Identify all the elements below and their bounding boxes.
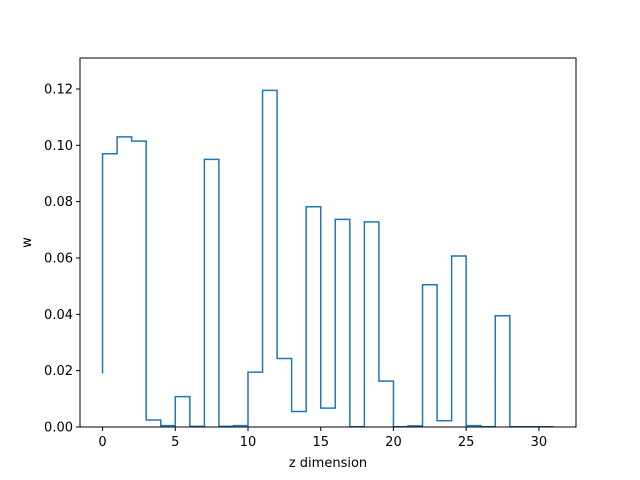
x-tick-label: 30	[531, 435, 548, 450]
y-axis: 0.00 0.02 0.04 0.06 0.08 0.10 0.12	[44, 82, 80, 436]
axes-frame	[79, 57, 577, 428]
series-step-line-0	[101, 89, 554, 428]
x-axis-label: z dimension	[289, 456, 367, 471]
x-tick-label: 0	[98, 435, 106, 450]
plot-area	[101, 89, 554, 428]
y-tick-label: 0.04	[44, 308, 73, 323]
x-tick-label: 15	[312, 435, 329, 450]
x-tick-label: 25	[458, 435, 475, 450]
y-tick-label: 0.12	[44, 82, 73, 97]
x-tick-label: 20	[385, 435, 402, 450]
y-tick-label: 0.10	[44, 139, 73, 154]
y-tick-label: 0.08	[44, 195, 73, 210]
x-tick-label: 5	[171, 435, 179, 450]
x-axis: 0 5 10 15 20 25 30	[98, 427, 547, 450]
y-tick-label: 0.00	[44, 421, 73, 436]
y-tick-label: 0.06	[44, 251, 73, 266]
y-axis-label: w	[20, 237, 35, 248]
x-tick-label: 10	[240, 435, 257, 450]
y-tick-label: 0.02	[44, 364, 73, 379]
